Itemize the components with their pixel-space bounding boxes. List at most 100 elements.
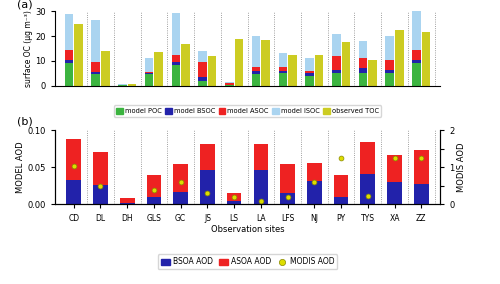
Bar xyxy=(92,72,100,74)
Bar xyxy=(305,73,314,76)
Bar xyxy=(198,51,207,62)
Text: (b): (b) xyxy=(16,116,32,126)
Bar xyxy=(118,84,126,85)
Bar xyxy=(422,32,430,86)
Bar xyxy=(368,60,377,86)
Bar xyxy=(360,142,375,174)
Bar xyxy=(254,170,268,204)
Bar xyxy=(128,84,136,86)
Bar xyxy=(200,170,214,204)
Bar xyxy=(101,51,110,86)
X-axis label: Observation sites: Observation sites xyxy=(210,225,284,234)
Y-axis label: MODEL AOD: MODEL AOD xyxy=(16,141,25,193)
Bar xyxy=(358,41,368,59)
Bar xyxy=(342,42,350,86)
Bar xyxy=(414,184,428,204)
Bar xyxy=(172,12,180,55)
Bar xyxy=(225,82,234,83)
Bar xyxy=(198,81,207,86)
Bar xyxy=(120,198,134,203)
Bar xyxy=(395,30,404,86)
Bar xyxy=(358,68,368,73)
Bar xyxy=(280,164,295,193)
Bar xyxy=(200,144,214,170)
Bar xyxy=(358,59,368,68)
Bar xyxy=(262,40,270,86)
Bar xyxy=(172,64,180,86)
Bar xyxy=(181,43,190,86)
Bar xyxy=(412,50,421,60)
Bar xyxy=(145,72,154,73)
Bar xyxy=(387,182,402,204)
Bar xyxy=(227,201,242,204)
Bar xyxy=(414,150,428,184)
Bar xyxy=(198,77,207,81)
Legend: model POC, model BSOC, model ASOC, model ISOC, observed TOC: model POC, model BSOC, model ASOC, model… xyxy=(114,105,382,117)
Bar xyxy=(92,74,100,86)
Bar xyxy=(280,193,295,204)
Bar xyxy=(332,34,340,56)
Bar xyxy=(146,197,162,204)
Bar xyxy=(93,153,108,185)
Bar xyxy=(252,74,260,86)
Bar xyxy=(278,53,287,67)
Bar xyxy=(252,67,260,71)
Bar xyxy=(305,59,314,71)
Bar xyxy=(145,59,154,72)
Bar xyxy=(386,73,394,86)
Bar xyxy=(412,60,421,63)
Bar xyxy=(172,55,180,62)
Bar xyxy=(305,76,314,86)
Bar xyxy=(305,71,314,73)
Text: (a): (a) xyxy=(16,0,32,10)
Bar xyxy=(208,56,216,86)
Bar xyxy=(92,62,100,72)
Bar xyxy=(174,164,188,192)
Bar xyxy=(64,60,73,63)
Bar xyxy=(307,163,322,181)
Bar xyxy=(93,185,108,204)
Bar xyxy=(358,73,368,86)
Bar xyxy=(252,71,260,74)
Bar xyxy=(386,36,394,60)
Bar xyxy=(66,180,81,204)
Bar xyxy=(278,73,287,86)
Bar xyxy=(64,63,73,86)
Bar xyxy=(334,175,348,197)
Bar xyxy=(145,73,154,74)
Bar xyxy=(66,139,81,180)
Bar xyxy=(154,52,163,86)
Bar xyxy=(146,175,162,197)
Bar xyxy=(174,192,188,204)
Bar xyxy=(225,83,234,85)
Bar xyxy=(387,155,402,182)
Bar xyxy=(254,144,268,170)
Bar xyxy=(172,62,180,64)
Bar xyxy=(227,193,242,201)
Bar xyxy=(360,174,375,204)
Bar xyxy=(332,56,340,70)
Bar xyxy=(120,203,134,204)
Legend: BSOA AOD, ASOA AOD, MODIS AOD: BSOA AOD, ASOA AOD, MODIS AOD xyxy=(158,254,338,270)
Bar xyxy=(288,55,296,86)
Bar xyxy=(386,70,394,73)
Bar xyxy=(334,197,348,204)
Bar xyxy=(412,11,421,50)
Bar xyxy=(92,20,100,62)
Bar xyxy=(332,70,340,73)
Bar xyxy=(64,14,73,50)
Bar xyxy=(307,181,322,204)
Y-axis label: surface OC (µg m⁻³): surface OC (µg m⁻³) xyxy=(24,10,32,87)
Y-axis label: MODIS AOD: MODIS AOD xyxy=(457,143,466,192)
Bar xyxy=(252,36,260,67)
Bar xyxy=(412,63,421,86)
Bar xyxy=(234,39,243,86)
Bar xyxy=(74,24,83,86)
Bar xyxy=(198,62,207,77)
Bar xyxy=(386,60,394,70)
Bar xyxy=(145,74,154,86)
Bar xyxy=(64,50,73,60)
Bar xyxy=(315,55,324,86)
Bar xyxy=(278,71,287,73)
Bar xyxy=(278,67,287,71)
